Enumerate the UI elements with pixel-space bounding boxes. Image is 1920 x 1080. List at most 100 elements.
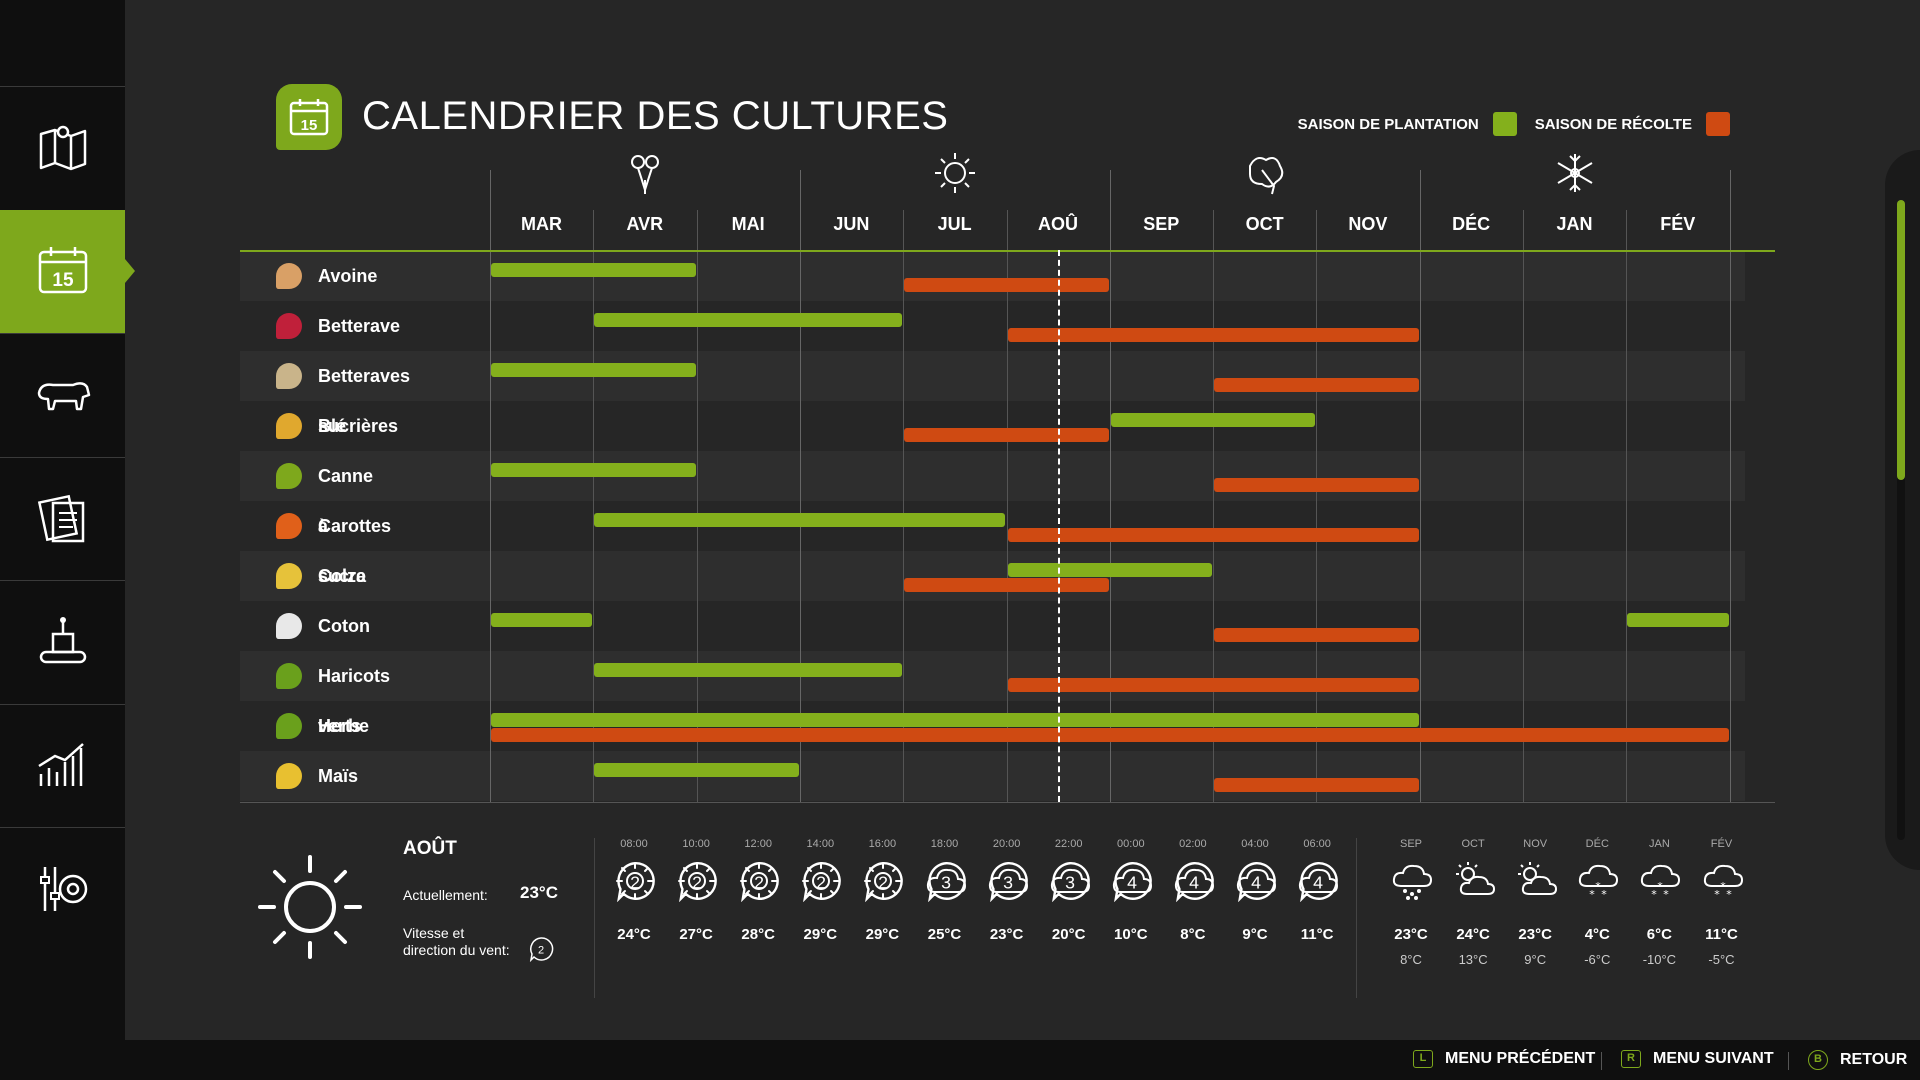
planting-season-bar — [594, 513, 1006, 527]
grass-icon — [276, 713, 302, 739]
calendar-icon: 15 — [38, 247, 87, 294]
footer-divider — [1788, 1052, 1789, 1070]
summer-sun-icon — [934, 153, 975, 193]
crop-name: Blé — [318, 416, 347, 436]
harvest-season-bar — [1007, 528, 1419, 542]
cotton-icon — [276, 613, 302, 639]
forecast-time: 02:00 — [1179, 838, 1207, 850]
forecast-low: -5°C — [1708, 952, 1735, 967]
crop-name: Colza — [318, 566, 367, 586]
wind-icon: 3 — [989, 862, 1028, 902]
month-label: MAR — [521, 214, 562, 234]
forecast-low: 8°C — [1400, 952, 1422, 967]
b-key-icon: B — [1808, 1050, 1828, 1070]
cow-icon — [37, 382, 90, 411]
month-label: AOÛ — [1038, 214, 1078, 234]
sidebar-item-settings[interactable] — [0, 827, 125, 950]
month-label: OCT — [1245, 214, 1284, 234]
wind-icon: 3 — [1051, 862, 1090, 902]
next-menu-label: MENU SUIVANT — [1653, 1050, 1774, 1067]
forecast-month: JAN — [1649, 838, 1670, 850]
forecast-time: 10:00 — [682, 838, 710, 850]
monthly-forecast-item: JAN * * * 6°C -10°C — [1628, 838, 1690, 1003]
monthly-forecast-item: OCT 24°C 13°C — [1442, 838, 1504, 1003]
sidebar-item-calendar[interactable]: 15 — [0, 209, 135, 333]
wind-icon: 2 — [529, 937, 554, 962]
legend-harvest-label: SAISON DE RÉCOLTE — [1534, 115, 1692, 133]
wind-icon: 4 — [1238, 862, 1276, 902]
wind-icon: 4 — [1300, 862, 1338, 902]
canola-icon — [276, 563, 302, 589]
forecast-temp: 29°C — [865, 926, 900, 943]
forecast-temp: 24°C — [617, 926, 651, 943]
back-button[interactable]: B RETOUR — [1808, 1050, 1907, 1070]
svg-text:*: * — [1720, 880, 1726, 893]
calendar-number: 15 — [301, 117, 318, 134]
harvest-season-bar — [1214, 378, 1419, 392]
crop-row — [240, 601, 1745, 651]
month-label: DÉC — [1452, 214, 1491, 234]
forecast-temp: 23°C — [989, 926, 1024, 943]
forecast-low: -10°C — [1642, 952, 1677, 967]
forecast-temp: 11°C — [1300, 926, 1334, 943]
legend-harvest-swatch — [1706, 112, 1730, 136]
partly-cloudy-icon — [1518, 862, 1558, 895]
forecast-temp: 8°C — [1180, 926, 1206, 943]
sidebar-item-map[interactable] — [0, 86, 125, 209]
svg-text:15: 15 — [52, 270, 74, 291]
wind-icon: 2 — [803, 862, 842, 902]
scrollbar-thumb[interactable] — [1897, 200, 1905, 480]
svg-text:*: * — [1664, 888, 1670, 901]
carrot-icon — [276, 513, 302, 539]
header-divider — [240, 250, 1775, 252]
month-gridline — [1523, 210, 1524, 802]
forecast-high: 11°C — [1705, 926, 1738, 943]
forecast-low: -6°C — [1584, 952, 1611, 967]
sidebar-item-statistics[interactable] — [0, 703, 125, 827]
footer-divider — [1601, 1052, 1602, 1070]
svg-text:*: * — [1602, 888, 1608, 901]
hourly-forecast-item: 00:00 10°C 4 — [1100, 838, 1162, 1003]
crop-name: Maïs — [318, 766, 359, 786]
scrollbar-track[interactable] — [1897, 200, 1905, 840]
svg-text:4: 4 — [1127, 872, 1137, 892]
greenbeans-icon — [276, 663, 302, 689]
l-key-icon: L — [1413, 1050, 1433, 1068]
hourly-forecast-item: 14:00 29°C 2 — [789, 838, 851, 1003]
forecast-time: 04:00 — [1241, 838, 1269, 850]
forecast-divider — [594, 838, 595, 998]
forecast-month: OCT — [1461, 838, 1485, 850]
svg-text:2: 2 — [816, 872, 826, 892]
planting-season-bar — [491, 463, 696, 477]
planting-season-bar — [491, 363, 696, 377]
sidebar-item-contracts[interactable] — [0, 456, 125, 580]
hourly-forecast-item: 12:00 28°C 2 — [727, 838, 789, 1003]
sidebar-item-cow[interactable] — [0, 333, 125, 456]
forecast-time: 22:00 — [1054, 838, 1083, 850]
month-gridline — [696, 210, 698, 802]
svg-text:2: 2 — [878, 872, 888, 892]
forecast-temp: 20°C — [1051, 926, 1086, 943]
sidebar-item-production[interactable] — [0, 580, 125, 703]
month-label: JUL — [937, 214, 972, 234]
previous-menu-button[interactable]: L MENU PRÉCÉDENT — [1413, 1050, 1595, 1068]
planting-season-bar — [1627, 613, 1729, 627]
monthly-forecast-item: SEP 23°C 8°C — [1380, 838, 1442, 1003]
harvest-season-bar — [1214, 778, 1419, 792]
forecast-temp: 25°C — [927, 926, 962, 943]
svg-text:*: * — [1726, 888, 1732, 901]
forecast-month: DÉC — [1585, 838, 1609, 850]
harvest-season-bar — [1007, 678, 1419, 692]
month-gridline — [1729, 170, 1731, 802]
crop-name: Avoine — [318, 266, 378, 286]
snow-icon: * ** — [1703, 864, 1743, 901]
harvest-season-bar — [904, 278, 1109, 292]
svg-text:2: 2 — [754, 872, 764, 892]
crop-name: Betteraves sucrières — [318, 366, 411, 436]
map-icon — [39, 125, 86, 171]
hourly-forecast-item: 06:00 11°C 4 — [1286, 838, 1348, 1003]
forecast-high: 24°C — [1456, 926, 1490, 943]
month-label: SEP — [1143, 214, 1180, 234]
crop-name: Haricots verts — [318, 666, 391, 736]
next-menu-button[interactable]: R MENU SUIVANT — [1621, 1050, 1774, 1068]
